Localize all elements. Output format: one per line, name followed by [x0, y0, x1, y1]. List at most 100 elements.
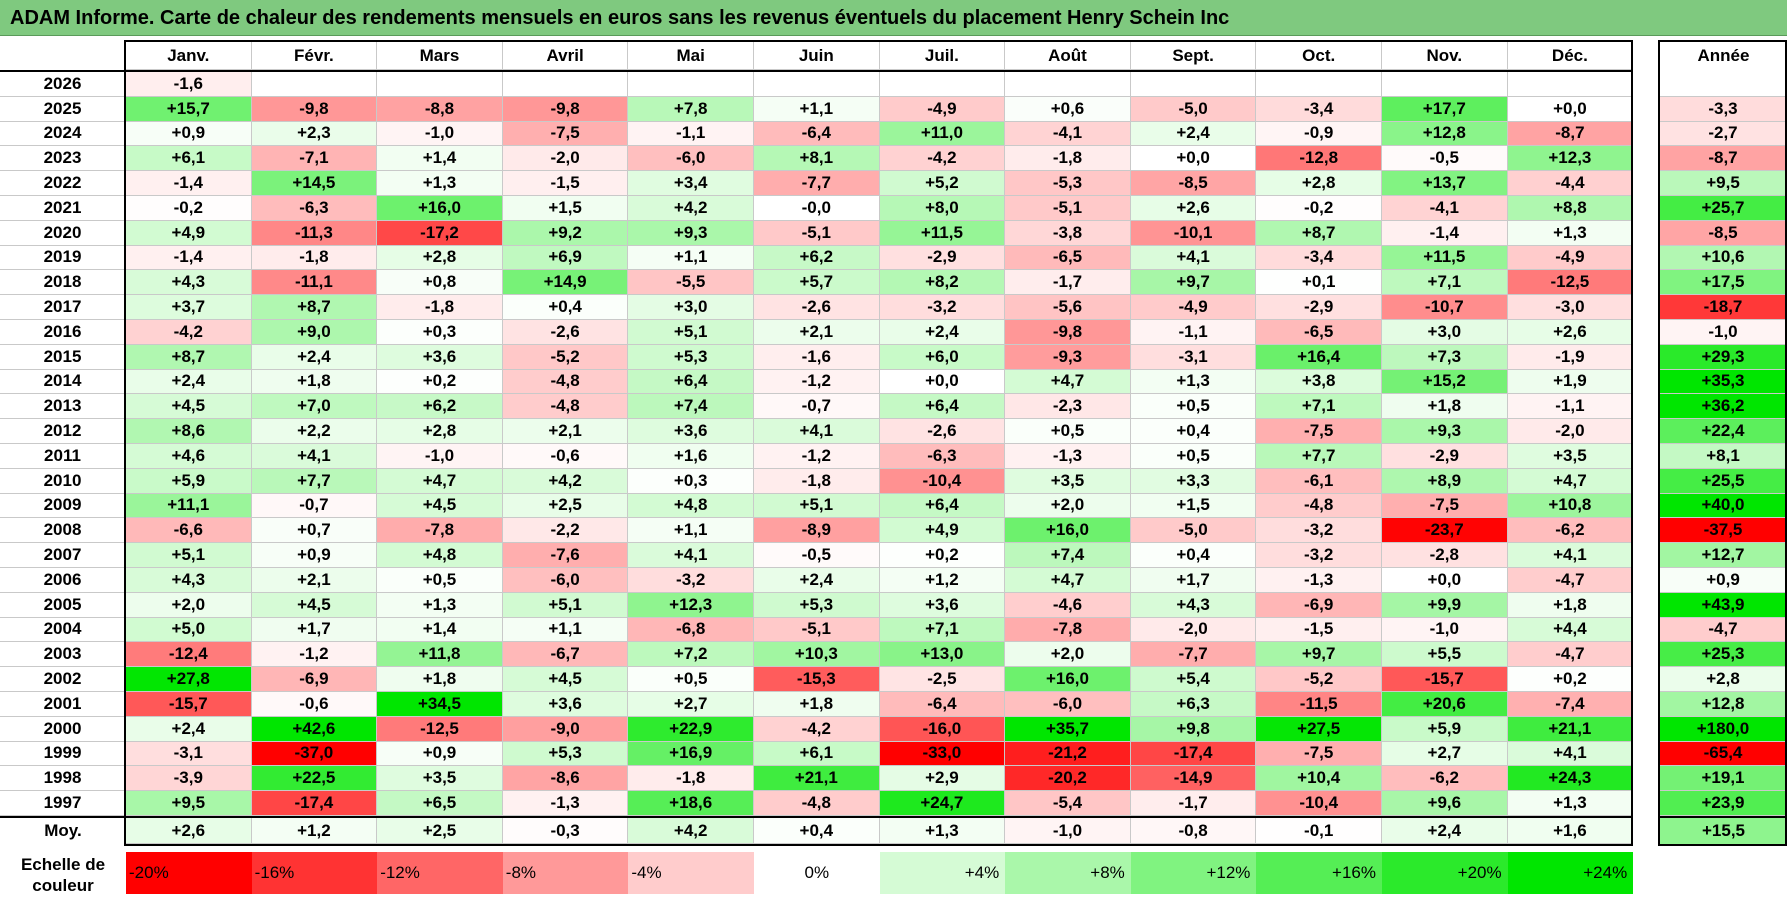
month-header: Déc.: [1507, 42, 1634, 70]
heatmap-cell: -5,6: [1005, 295, 1131, 320]
heatmap-cell: +0,2: [1507, 667, 1634, 692]
heatmap-cell: -6,2: [1507, 518, 1634, 544]
heatmap-cell: +4,1: [754, 419, 880, 444]
heatmap-cell: +2,1: [251, 568, 378, 593]
heatmap-cell: +7,0: [251, 394, 378, 420]
heatmap-cell: -0,7: [754, 394, 880, 420]
month-header: Oct.: [1256, 42, 1382, 70]
heatmap-cell: +5,5: [1382, 642, 1508, 668]
heatmap-cell: +3,6: [502, 692, 629, 717]
heatmap-cell: +7,4: [1005, 543, 1131, 568]
heatmap-cell: +4,9: [879, 518, 1006, 544]
annual-cell: +9,5: [1660, 171, 1787, 196]
heatmap-cell: +0,5: [377, 568, 503, 593]
heatmap-cell: -4,2: [754, 716, 880, 742]
heatmap-cell: -11,3: [251, 220, 378, 246]
year-label: 2006: [0, 568, 126, 593]
heatmap-cell: -0,9: [1256, 121, 1382, 147]
heatmap-cell: -2,3: [1005, 394, 1131, 420]
heatmap-cell: -4,9: [1507, 245, 1634, 271]
heatmap-cell: +0,4: [1130, 419, 1257, 444]
heatmap-cell: +4,1: [1507, 741, 1634, 767]
heatmap-cell: +6,9: [502, 245, 629, 271]
heatmap-cell: +9,9: [1382, 592, 1508, 618]
annual-cell: +29,3: [1660, 344, 1787, 370]
heatmap-cell: -1,5: [1256, 617, 1382, 643]
heatmap-cell: +3,3: [1130, 468, 1257, 494]
heatmap-cell: -2,0: [502, 146, 629, 172]
heatmap-cell: +1,2: [879, 568, 1006, 593]
annual-cell: -37,5: [1660, 518, 1787, 544]
annual-cell: +0,9: [1660, 568, 1787, 593]
heatmap-cell: +4,2: [502, 468, 629, 494]
heatmap-cell: -6,8: [628, 617, 754, 643]
heatmap-cell: +7,1: [879, 617, 1006, 643]
year-label: 2000: [0, 716, 126, 742]
year-label: 2005: [0, 592, 126, 618]
heatmap-cell: +5,3: [502, 741, 629, 767]
color-scale-swatch: +4%: [879, 852, 1006, 894]
heatmap-cell: -4,8: [1256, 493, 1382, 519]
heatmap-cell: +4,7: [1507, 468, 1634, 494]
heatmap-cell: -2,9: [1382, 444, 1508, 469]
heatmap-cell: -1,2: [754, 369, 880, 395]
heatmap-cell: -6,4: [754, 121, 880, 147]
heatmap-cell: +0,1: [1256, 270, 1382, 296]
heatmap-cell: +1,4: [377, 617, 503, 643]
heatmap-cell: -8,8: [377, 96, 503, 122]
average-cell: +0,4: [754, 818, 880, 844]
average-cell: +4,2: [628, 818, 754, 844]
heatmap-cell: +21,1: [754, 766, 880, 792]
heatmap-cell: [754, 72, 880, 97]
color-scale-swatch: +16%: [1256, 852, 1382, 894]
heatmap-cell: -1,9: [1507, 344, 1634, 370]
heatmap-cell: +0,2: [377, 369, 503, 395]
annual-average-separator: [1660, 816, 1787, 818]
heatmap-cell: +14,9: [502, 270, 629, 296]
heatmap-cell: +0,5: [1130, 444, 1257, 469]
heatmap-cell: -1,7: [1005, 270, 1131, 296]
heatmap-cell: +0,8: [377, 270, 503, 296]
heatmap-cell: +6,5: [377, 791, 503, 816]
color-scale-swatch: -8%: [502, 852, 629, 894]
annual-cell: +2,8: [1660, 667, 1787, 692]
heatmap-cell: -3,4: [1256, 96, 1382, 122]
heatmap-cell: +2,4: [126, 716, 252, 742]
heatmap-cell: +12,3: [628, 592, 754, 618]
heatmap-cell: +4,3: [126, 568, 252, 593]
heatmap-cell: -2,8: [1382, 543, 1508, 568]
heatmap-cell: +7,7: [251, 468, 378, 494]
year-label: 2010: [0, 468, 126, 494]
heatmap-cell: +4,5: [251, 592, 378, 618]
average-cell: -0,8: [1130, 818, 1257, 844]
year-label: 2025: [0, 96, 126, 122]
heatmap-cell: -10,4: [879, 468, 1006, 494]
heatmap-cell: -15,7: [1382, 667, 1508, 692]
heatmap-cell: +1,3: [1507, 220, 1634, 246]
month-header: Févr.: [251, 42, 378, 70]
heatmap-cell: -5,0: [1130, 96, 1257, 122]
heatmap-cell: +2,3: [251, 121, 378, 147]
heatmap-cell: +1,8: [754, 692, 880, 717]
heatmap-cell: +3,0: [1382, 320, 1508, 345]
heatmap-cell: +9,2: [502, 220, 629, 246]
heatmap-cell: +6,4: [879, 394, 1006, 420]
heatmap-cell: +4,4: [1507, 617, 1634, 643]
heatmap-cell: +16,9: [628, 741, 754, 767]
heatmap-cell: +0,9: [126, 121, 252, 147]
heatmap-cell: +0,4: [1130, 543, 1257, 568]
heatmap-cell: -1,8: [377, 295, 503, 320]
year-label: 2009: [0, 493, 126, 519]
heatmap-cell: +2,8: [1256, 171, 1382, 196]
year-label: 2012: [0, 419, 126, 444]
heatmap-cell: +5,2: [879, 171, 1006, 196]
heatmap-cell: +16,0: [1005, 667, 1131, 692]
heatmap-cell: +8,7: [251, 295, 378, 320]
heatmap-cell: -5,3: [1005, 171, 1131, 196]
heatmap-cell: +0,2: [879, 543, 1006, 568]
heatmap-cell: -1,8: [1005, 146, 1131, 172]
heatmap-cell: -0,2: [1256, 196, 1382, 221]
heatmap-cell: +3,6: [628, 419, 754, 444]
heatmap-cell: +6,2: [754, 245, 880, 271]
heatmap-cell: +6,1: [126, 146, 252, 172]
